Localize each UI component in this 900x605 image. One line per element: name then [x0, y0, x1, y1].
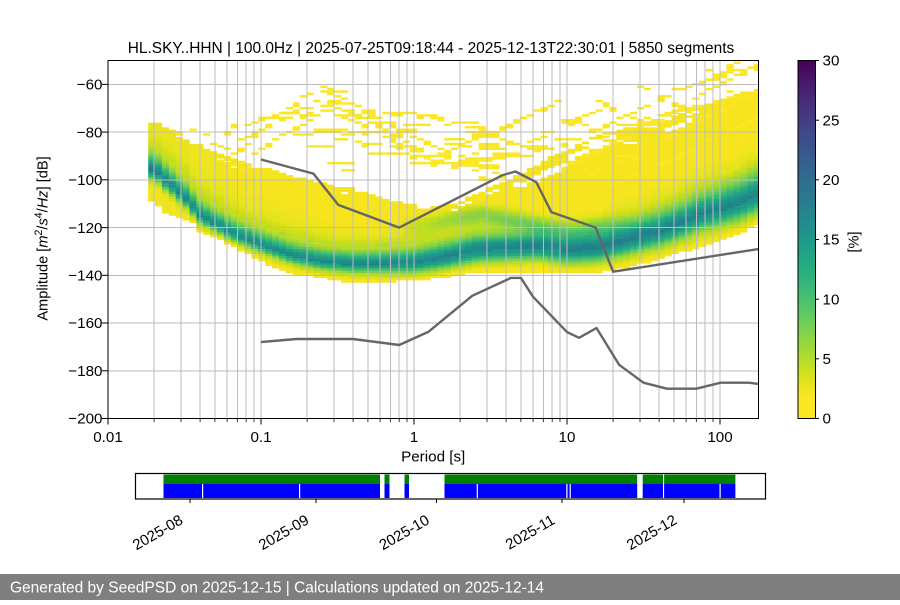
svg-text:25: 25 [823, 112, 840, 129]
svg-text:HL.SKY..HHN | 100.0Hz | 2025-0: HL.SKY..HHN | 100.0Hz | 2025-07-25T09:18… [128, 40, 735, 57]
svg-text:−100: −100 [68, 172, 102, 189]
svg-text:−80: −80 [77, 124, 103, 141]
svg-text:0: 0 [823, 411, 831, 428]
svg-text:5: 5 [823, 351, 831, 368]
svg-text:0.01: 0.01 [93, 429, 123, 446]
svg-text:10: 10 [559, 429, 576, 446]
svg-text:15: 15 [823, 232, 840, 249]
svg-text:−200: −200 [68, 411, 102, 428]
svg-text:−180: −180 [68, 363, 102, 380]
svg-text:−140: −140 [68, 268, 102, 285]
svg-text:−60: −60 [77, 77, 103, 94]
svg-text:−120: −120 [68, 220, 102, 237]
svg-text:−160: −160 [68, 315, 102, 332]
svg-text:100: 100 [707, 429, 732, 446]
svg-text:30: 30 [823, 53, 840, 70]
svg-text:10: 10 [823, 291, 840, 308]
svg-text:Generated by SeedPSD on 2025-1: Generated by SeedPSD on 2025-12-15 | Cal… [10, 580, 544, 597]
svg-text:[%]: [%] [847, 231, 863, 252]
svg-text:Period [s]: Period [s] [401, 449, 465, 466]
svg-text:0.1: 0.1 [250, 429, 271, 446]
svg-text:1: 1 [410, 429, 418, 446]
svg-text:Amplitude [m2/s4/Hz] [dB]: Amplitude [m2/s4/Hz] [dB] [33, 156, 52, 320]
svg-text:20: 20 [823, 172, 840, 189]
